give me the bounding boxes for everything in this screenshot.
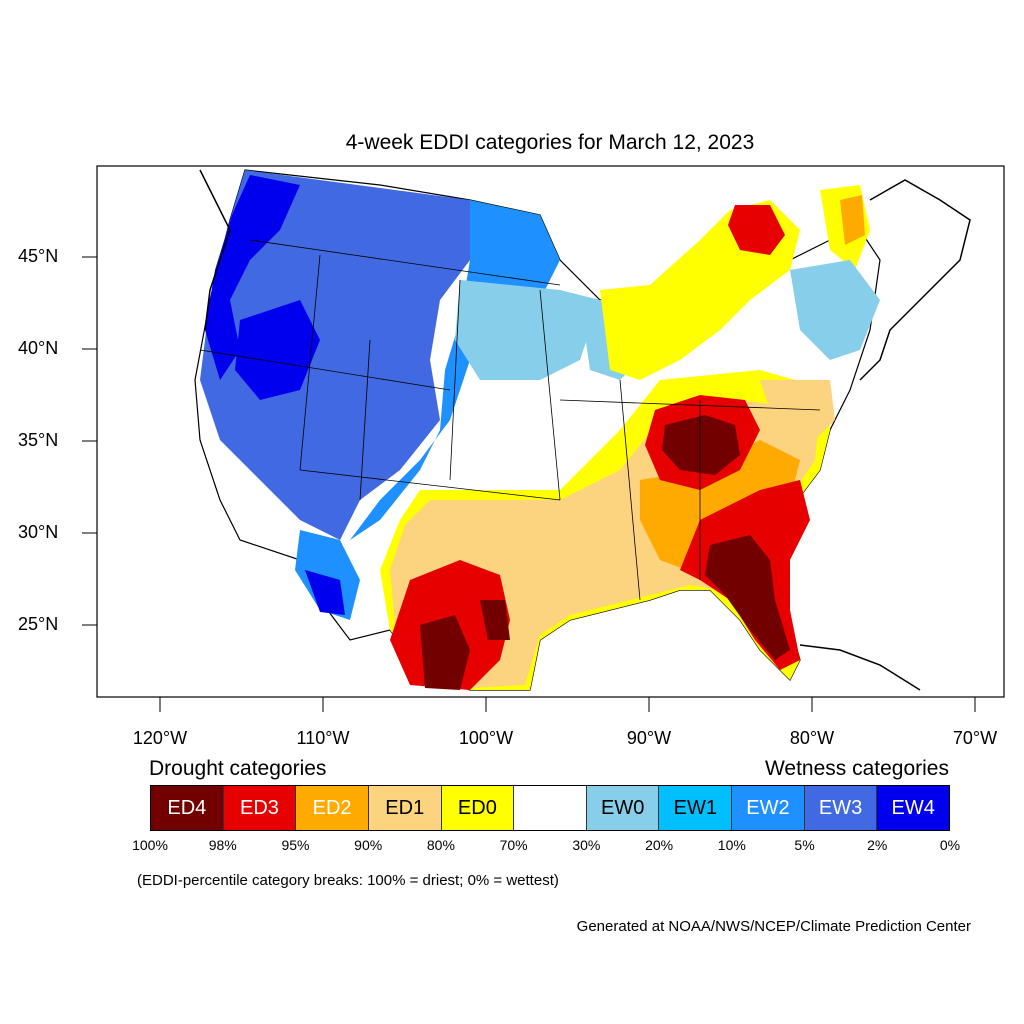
ed2-east — [760, 380, 835, 440]
credit-line: Generated at NOAA/NWS/NCEP/Climate Predi… — [576, 918, 971, 935]
ew0-northeast — [790, 260, 880, 360]
legend-percent-label: 20% — [645, 837, 674, 853]
legend-cell-ew0: EW0 — [586, 786, 660, 830]
ew2-southwest — [295, 530, 360, 620]
lon-label-70w: 70°W — [952, 728, 998, 748]
lat-label-40: 40°N — [18, 338, 59, 358]
lat-label-35: 35°N — [18, 430, 59, 450]
ed4-tennessee — [662, 415, 740, 475]
legend-percent-label: 80% — [426, 837, 455, 853]
lat-label-45: 45°N — [18, 246, 59, 266]
coastline-northwest — [199, 169, 231, 331]
legend-cell-ew3: EW3 — [804, 786, 878, 830]
lon-label-80w: 80°W — [789, 728, 835, 748]
legend-percent-label: 10% — [717, 837, 746, 853]
lon-label-110w: 110°W — [296, 728, 350, 748]
lon-label-120w: 120°W — [132, 728, 188, 748]
drought-heading: Drought categories — [149, 757, 327, 780]
cuba-coastline — [799, 644, 921, 691]
lat-ticks — [82, 256, 97, 626]
ew4-baja — [305, 570, 345, 615]
legend-percent-label: 98% — [208, 837, 237, 853]
ed4-florida — [705, 535, 790, 660]
lon-ticks — [159, 697, 976, 712]
legend-cell-ed0: ED0 — [441, 786, 515, 830]
legend-cell-normal — [514, 786, 587, 830]
legend-cell-ew4: EW4 — [877, 786, 950, 830]
legend-percent-label: 2% — [867, 837, 888, 853]
legend-cell-ed4: ED4 — [151, 786, 224, 830]
ew1-plains — [455, 280, 600, 380]
coastline-east — [859, 179, 971, 381]
lon-label-100w: 100°W — [458, 728, 514, 748]
legend-cell-ew1: EW1 — [659, 786, 733, 830]
legend-color-bar: ED4 ED3 ED2 ED1 ED0 EW0 EW1 EW2 EW3 EW4 — [150, 785, 950, 831]
legend-percent-label: 90% — [354, 837, 383, 853]
ed4-texas — [420, 615, 470, 690]
ed3-michigan — [728, 205, 785, 255]
wetness-heading: Wetness categories — [764, 757, 949, 780]
category-note: (EDDI-percentile category breaks: 100% =… — [137, 872, 559, 889]
legend-percent-label: 70% — [499, 837, 528, 853]
legend-cell-ed1: ED1 — [368, 786, 442, 830]
ed2-maine — [840, 195, 865, 245]
lat-label-30: 30°N — [18, 522, 59, 542]
map-title: 4-week EDDI categories for March 12, 202… — [345, 131, 755, 154]
state-borders — [199, 239, 821, 601]
lon-label-90w: 90°W — [626, 728, 672, 748]
legend-percent-label: 100% — [132, 837, 168, 853]
legend-percent-label: 30% — [572, 837, 601, 853]
legend-cell-ed3: ED3 — [223, 786, 297, 830]
legend-percent-label: 0% — [939, 837, 961, 853]
ed4-rio-grande — [480, 600, 510, 640]
legend-cell-ed2: ED2 — [296, 786, 369, 830]
map-border — [96, 165, 1005, 698]
legend-percent-label: 5% — [794, 837, 815, 853]
lat-label-25: 25°N — [18, 614, 59, 634]
legend-cell-ew2: EW2 — [732, 786, 805, 830]
ew4-great-basin — [235, 300, 320, 400]
legend-percent-label: 95% — [281, 837, 310, 853]
